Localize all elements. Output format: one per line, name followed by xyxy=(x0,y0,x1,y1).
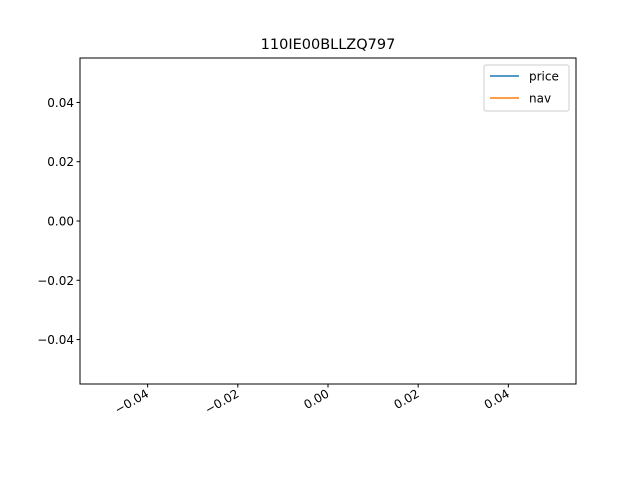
y-axis: 0.04 0.02 0.00 −0.02 −0.04 xyxy=(37,96,80,347)
y-tick-label: −0.04 xyxy=(37,333,74,347)
chart-title: 110IE00BLLZQ797 xyxy=(261,37,396,53)
legend-label-nav: nav xyxy=(529,92,551,106)
y-tick-label: −0.02 xyxy=(37,274,74,288)
legend-label-price: price xyxy=(529,70,559,84)
y-tick-label: 0.00 xyxy=(47,215,74,229)
y-tick-label: 0.02 xyxy=(47,155,74,169)
y-tick-label: 0.04 xyxy=(47,96,74,110)
legend: price nav xyxy=(483,64,570,112)
